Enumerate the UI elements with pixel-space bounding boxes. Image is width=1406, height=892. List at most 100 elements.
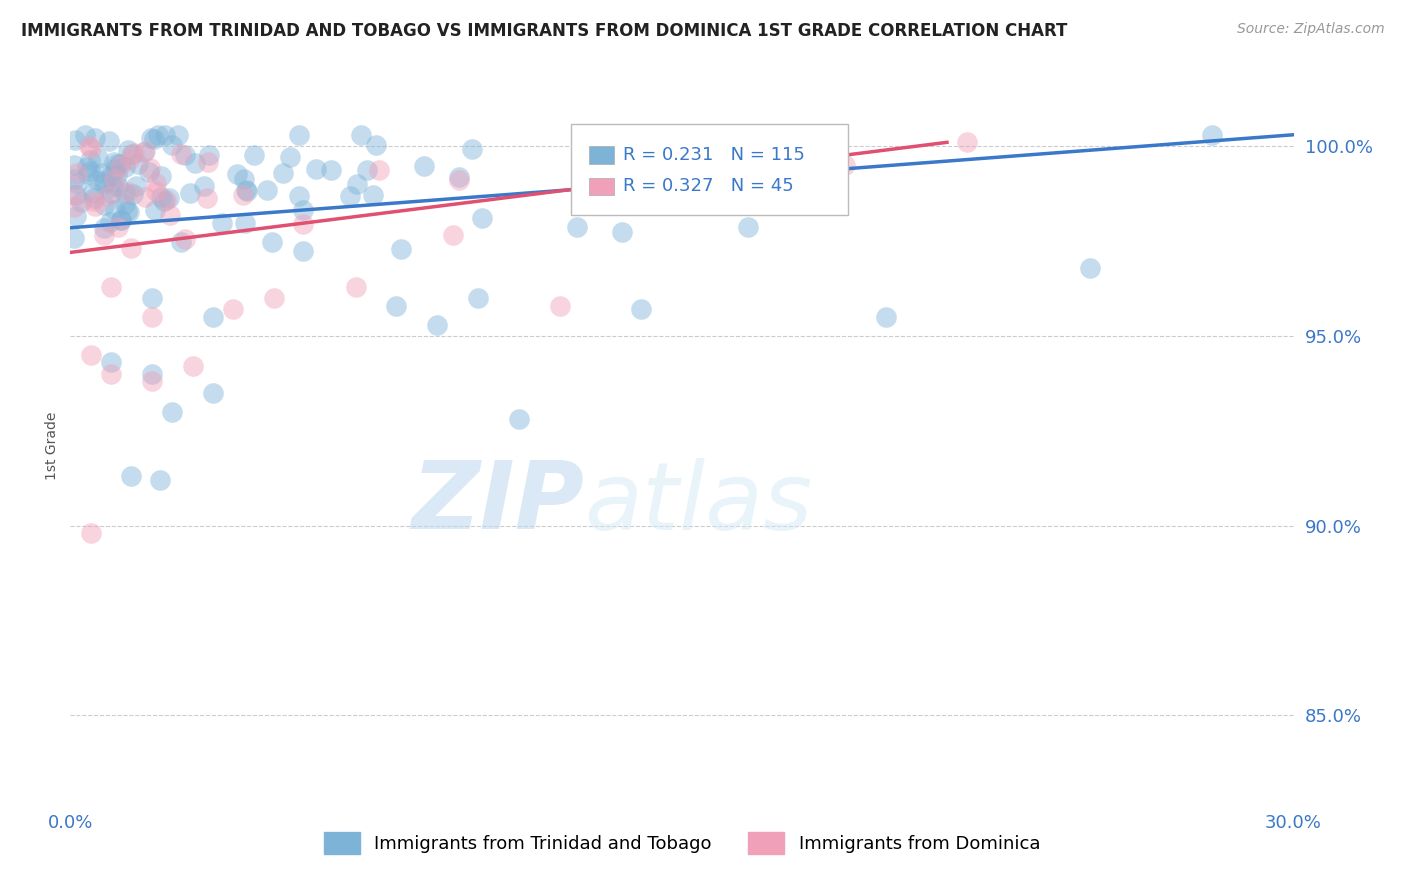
Point: [350, 128, 373, 142]
Point: [211, 215, 233, 229]
Point: [141, 130, 163, 145]
Point: [1078, 260, 1101, 275]
Point: [202, 385, 225, 400]
Point: [174, 232, 197, 246]
Point: [79, 348, 103, 362]
Point: [80, 141, 103, 155]
Point: [368, 162, 391, 177]
Point: [141, 310, 163, 324]
Point: [152, 194, 174, 209]
Point: [673, 189, 696, 203]
Text: R = 0.231   N = 115: R = 0.231 N = 115: [623, 146, 804, 164]
Point: [63, 171, 86, 186]
Point: [121, 147, 143, 161]
Point: [138, 165, 160, 179]
Point: [366, 138, 388, 153]
Point: [93, 221, 115, 235]
Point: [471, 211, 494, 226]
Point: [181, 359, 204, 374]
Point: [117, 185, 139, 199]
Point: [100, 168, 122, 182]
Point: [271, 166, 294, 180]
Point: [108, 156, 131, 170]
Point: [956, 136, 979, 150]
Point: [363, 188, 385, 202]
Point: [87, 151, 110, 165]
Point: [63, 188, 86, 202]
Point: [69, 194, 91, 209]
Point: [150, 190, 173, 204]
Point: [202, 310, 225, 324]
Point: [79, 164, 101, 178]
Point: [63, 231, 86, 245]
Point: [110, 213, 132, 227]
Point: [233, 172, 256, 186]
Point: [105, 157, 128, 171]
Point: [104, 162, 127, 177]
Point: [100, 186, 122, 200]
Point: [149, 473, 172, 487]
Point: [346, 178, 368, 192]
Point: [447, 169, 470, 184]
Point: [103, 203, 125, 218]
Point: [344, 279, 367, 293]
Point: [120, 241, 142, 255]
Point: [179, 186, 201, 200]
Point: [183, 156, 205, 170]
Point: [107, 220, 129, 235]
Point: [79, 153, 101, 168]
Point: [114, 196, 136, 211]
Point: [233, 216, 256, 230]
Point: [287, 189, 309, 203]
Text: ZIP: ZIP: [411, 457, 583, 549]
Point: [441, 227, 464, 242]
Point: [235, 183, 257, 197]
Point: [120, 152, 142, 166]
Point: [426, 318, 449, 332]
Point: [143, 202, 166, 217]
Point: [98, 214, 121, 228]
Point: [100, 279, 122, 293]
Point: [412, 160, 434, 174]
Point: [121, 469, 143, 483]
Point: [319, 162, 342, 177]
Point: [63, 158, 86, 172]
Point: [77, 138, 100, 153]
Point: [737, 220, 759, 235]
Point: [305, 162, 328, 177]
Point: [170, 147, 193, 161]
Point: [82, 186, 104, 201]
Point: [197, 148, 219, 162]
Point: [243, 148, 266, 162]
Point: [567, 219, 589, 234]
Point: [288, 128, 311, 142]
Point: [461, 143, 484, 157]
Point: [98, 134, 121, 148]
Point: [222, 302, 245, 317]
Point: [449, 173, 471, 187]
Point: [83, 191, 105, 205]
Point: [79, 526, 103, 541]
Point: [174, 148, 197, 162]
Point: [134, 145, 156, 159]
Point: [125, 179, 148, 194]
Point: [467, 291, 489, 305]
Point: [122, 146, 145, 161]
Point: [235, 184, 257, 198]
Point: [93, 228, 115, 243]
Point: [145, 176, 167, 190]
Point: [630, 302, 652, 317]
Point: [159, 191, 181, 205]
Point: [197, 154, 219, 169]
Point: [82, 194, 104, 208]
Point: [63, 200, 86, 214]
Text: R = 0.327   N = 45: R = 0.327 N = 45: [623, 178, 793, 195]
Point: [292, 217, 315, 231]
Point: [101, 180, 124, 194]
Point: [118, 205, 141, 219]
Point: [134, 190, 156, 204]
Point: [73, 128, 96, 142]
Point: [159, 208, 181, 222]
Point: [141, 367, 163, 381]
Point: [105, 169, 128, 183]
